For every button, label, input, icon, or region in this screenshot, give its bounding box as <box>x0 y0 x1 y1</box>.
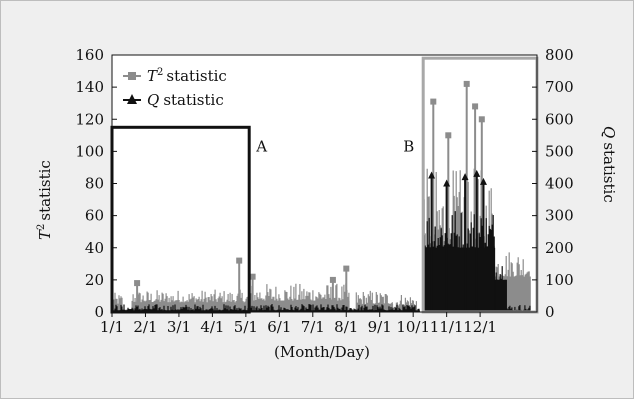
series-marker <box>428 171 436 179</box>
series-marker <box>461 173 469 181</box>
legend-t2-marker <box>128 72 136 80</box>
legend-box <box>117 62 264 112</box>
series-marker <box>236 257 243 264</box>
x-tick-label: 3/1 <box>167 318 191 336</box>
series-band <box>495 279 507 312</box>
y-right-tick-label: 100 <box>545 271 574 289</box>
series-marker <box>472 103 479 110</box>
y-left-sup: 2 <box>36 224 47 230</box>
series-marker <box>463 80 470 87</box>
y-right-symbol: Q <box>600 126 618 138</box>
x-tick-label: 10/1 <box>396 318 430 336</box>
y-left-tick-label: 80 <box>85 175 104 193</box>
x-tick-label: 9/1 <box>368 318 392 336</box>
x-tick-label: 7/1 <box>301 318 325 336</box>
y-left-tick-label: 0 <box>94 303 104 321</box>
series-marker <box>478 116 485 123</box>
x-tick-label: 1/1 <box>100 318 124 336</box>
x-tick-label: 12/1 <box>463 318 497 336</box>
y-right-tick-label: 700 <box>545 78 574 96</box>
y-right-text: statistic <box>600 142 618 202</box>
series-layer <box>111 80 531 313</box>
x-tick-label: 5/1 <box>234 318 258 336</box>
y-right-tick-label: 0 <box>545 303 555 321</box>
y-right-tick-label: 400 <box>545 175 574 193</box>
y-axis-left-label: T2 statistic <box>36 160 54 240</box>
legend-q-text: statistic <box>163 91 223 109</box>
axis-layer: 0 20 40 60 80 100 120 140 160 0 100 200 300 400 500 600… <box>75 46 573 336</box>
y-right-tick-label: 300 <box>545 207 574 225</box>
legend-t2-sup: 2 <box>157 67 163 78</box>
legend-q-marker <box>127 94 137 104</box>
series-marker <box>329 276 336 283</box>
series-marker <box>249 273 256 280</box>
x-tick-label: 8/1 <box>334 318 358 336</box>
y-left-symbol: T <box>36 229 54 240</box>
legend-t2-symbol: T <box>147 67 158 85</box>
series-band <box>132 302 251 312</box>
y-left-tick-label: 60 <box>85 207 104 225</box>
x-tick-label: 2/1 <box>133 318 157 336</box>
y-right-tick-label: 500 <box>545 142 574 160</box>
series-marker <box>430 98 437 105</box>
series-band <box>250 300 350 312</box>
series-band <box>112 310 420 312</box>
y-left-tick-label: 40 <box>85 239 104 257</box>
y-right-tick-label: 800 <box>545 46 574 64</box>
x-axis-label: (Month/Day) <box>274 343 370 361</box>
series-marker <box>443 179 451 187</box>
series-marker <box>479 177 487 185</box>
annotation-label-a: A <box>255 137 267 155</box>
series-marker <box>473 169 481 177</box>
annotation-label-b: B <box>403 137 414 155</box>
series-marker <box>445 132 452 139</box>
x-tick-label: 6/1 <box>267 318 291 336</box>
series-marker <box>134 280 141 287</box>
legend-t2-label: T2 statistic <box>147 67 227 85</box>
y-left-tick-label: 160 <box>75 46 104 64</box>
y-right-tick-label: 200 <box>545 239 574 257</box>
x-tick-label: 11/1 <box>430 318 464 336</box>
y-axis-right-label: Qstatistic <box>600 126 618 203</box>
y-left-tick-label: 100 <box>75 142 104 160</box>
series-marker <box>343 265 350 272</box>
x-tick-label: 4/1 <box>200 318 224 336</box>
y-left-text: statistic <box>36 160 54 220</box>
legend-q-symbol: Q <box>147 91 159 109</box>
y-left-tick-label: 20 <box>85 271 104 289</box>
y-right-tick-label: 600 <box>545 110 574 128</box>
legend-t2-text: statistic <box>166 67 226 85</box>
y-left-tick-label: 120 <box>75 110 104 128</box>
y-left-tick-label: 140 <box>75 78 104 96</box>
